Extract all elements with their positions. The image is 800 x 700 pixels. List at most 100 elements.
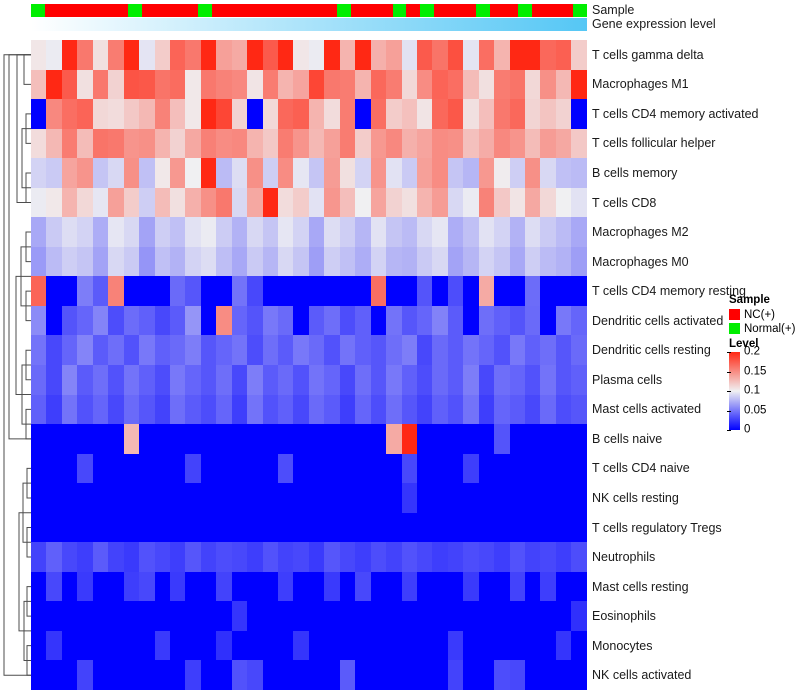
heatmap-cell — [77, 40, 93, 70]
gene-expression-annotation-label: Gene expression level — [592, 17, 716, 31]
heatmap-cell — [555, 40, 572, 70]
heatmap-cell — [509, 394, 525, 425]
heatmap-cell — [370, 660, 387, 691]
heatmap-cell — [31, 483, 47, 513]
heatmap-cell — [293, 601, 309, 631]
heatmap-cell — [463, 276, 479, 306]
heatmap-row-label: NK cells resting — [592, 490, 679, 505]
heatmap-cell — [92, 335, 109, 366]
heatmap-row-label: T cells CD8 — [592, 195, 657, 210]
heatmap-cell — [478, 394, 495, 425]
heatmap-cell — [370, 128, 387, 159]
heatmap-cell — [154, 99, 170, 129]
heatmap-cell — [432, 394, 448, 425]
heatmap-cell — [31, 305, 47, 336]
heatmap-cell — [370, 69, 387, 100]
heatmap-cell — [247, 158, 263, 188]
heatmap-cell — [447, 483, 464, 513]
heatmap-row-label: B cells memory — [592, 165, 678, 180]
heatmap-cell — [108, 394, 124, 425]
heatmap-cell — [447, 394, 464, 425]
heatmap-cell — [571, 512, 587, 543]
heatmap-cell — [278, 305, 294, 336]
heatmap-cell — [571, 246, 587, 277]
heatmap-cell — [200, 246, 217, 277]
heatmap-cell — [555, 128, 572, 159]
heatmap-cell — [432, 276, 448, 306]
heatmap-cell — [293, 424, 309, 454]
heatmap-cell — [154, 158, 170, 188]
heatmap-cell — [555, 335, 572, 366]
heatmap-cell — [247, 335, 263, 366]
sample-legend-title: Sample — [729, 294, 770, 306]
heatmap-cell — [139, 187, 155, 218]
heatmap-cell — [200, 483, 217, 513]
heatmap-cell — [509, 128, 525, 159]
heatmap-cell — [77, 246, 93, 277]
heatmap-row-label: Mast cells activated — [592, 402, 702, 417]
heatmap-cell — [540, 660, 556, 691]
heatmap-cell — [525, 660, 541, 691]
heatmap-cell — [247, 40, 263, 70]
heatmap-cell — [509, 276, 525, 306]
heatmap-cell — [108, 246, 124, 277]
row-dendrogram — [2, 40, 31, 690]
heatmap-cell — [540, 601, 556, 631]
heatmap-cell — [92, 601, 109, 631]
heatmap-cell — [478, 542, 495, 572]
heatmap-row — [31, 335, 587, 366]
heatmap-row-label: Macrophages M0 — [592, 254, 689, 269]
heatmap-cell — [200, 128, 217, 159]
heatmap-cell — [231, 571, 248, 602]
heatmap-cell — [401, 542, 417, 572]
heatmap-cell — [169, 99, 186, 129]
heatmap-cell — [31, 512, 47, 543]
heatmap-cell — [509, 69, 525, 100]
heatmap-cell — [525, 453, 541, 484]
heatmap-row — [31, 424, 587, 454]
heatmap-cell — [77, 512, 93, 543]
heatmap-cell — [339, 217, 356, 247]
heatmap-cell — [494, 365, 510, 395]
heatmap-cell — [262, 335, 278, 366]
heatmap-cell — [185, 99, 201, 129]
heatmap-cell — [540, 40, 556, 70]
heatmap-cell — [416, 542, 433, 572]
heatmap-cell — [108, 40, 124, 70]
heatmap-cell — [154, 483, 170, 513]
heatmap-cell — [77, 276, 93, 306]
heatmap-cell — [494, 424, 510, 454]
heatmap-cell — [231, 128, 248, 159]
heatmap-cell — [447, 40, 464, 70]
heatmap-cell — [77, 335, 93, 366]
legend-item-normal: Normal(+) — [729, 322, 795, 335]
heatmap-cell — [247, 99, 263, 129]
heatmap-cell — [92, 542, 109, 572]
heatmap-cell — [416, 276, 433, 306]
heatmap-cell — [447, 601, 464, 631]
heatmap-cell — [185, 424, 201, 454]
heatmap-cell — [278, 394, 294, 425]
heatmap-cell — [108, 660, 124, 691]
heatmap-cell — [355, 305, 371, 336]
heatmap-cell — [123, 276, 140, 306]
heatmap-cell — [540, 335, 556, 366]
heatmap-cell — [339, 187, 356, 218]
heatmap-cell — [555, 394, 572, 425]
heatmap-cell — [432, 335, 448, 366]
heatmap-cell — [308, 305, 325, 336]
heatmap-cell — [308, 217, 325, 247]
heatmap-cell — [293, 453, 309, 484]
heatmap-cell — [293, 394, 309, 425]
heatmap-cell — [324, 483, 340, 513]
heatmap-cell — [339, 483, 356, 513]
heatmap-cell — [169, 424, 186, 454]
level-colorbar — [727, 352, 740, 431]
heatmap-cell — [525, 128, 541, 159]
heatmap-cell — [92, 453, 109, 484]
heatmap-cell — [154, 246, 170, 277]
heatmap-cell — [139, 128, 155, 159]
heatmap-cell — [525, 394, 541, 425]
sample-annotation-cell — [281, 4, 296, 17]
heatmap-cell — [231, 630, 248, 661]
